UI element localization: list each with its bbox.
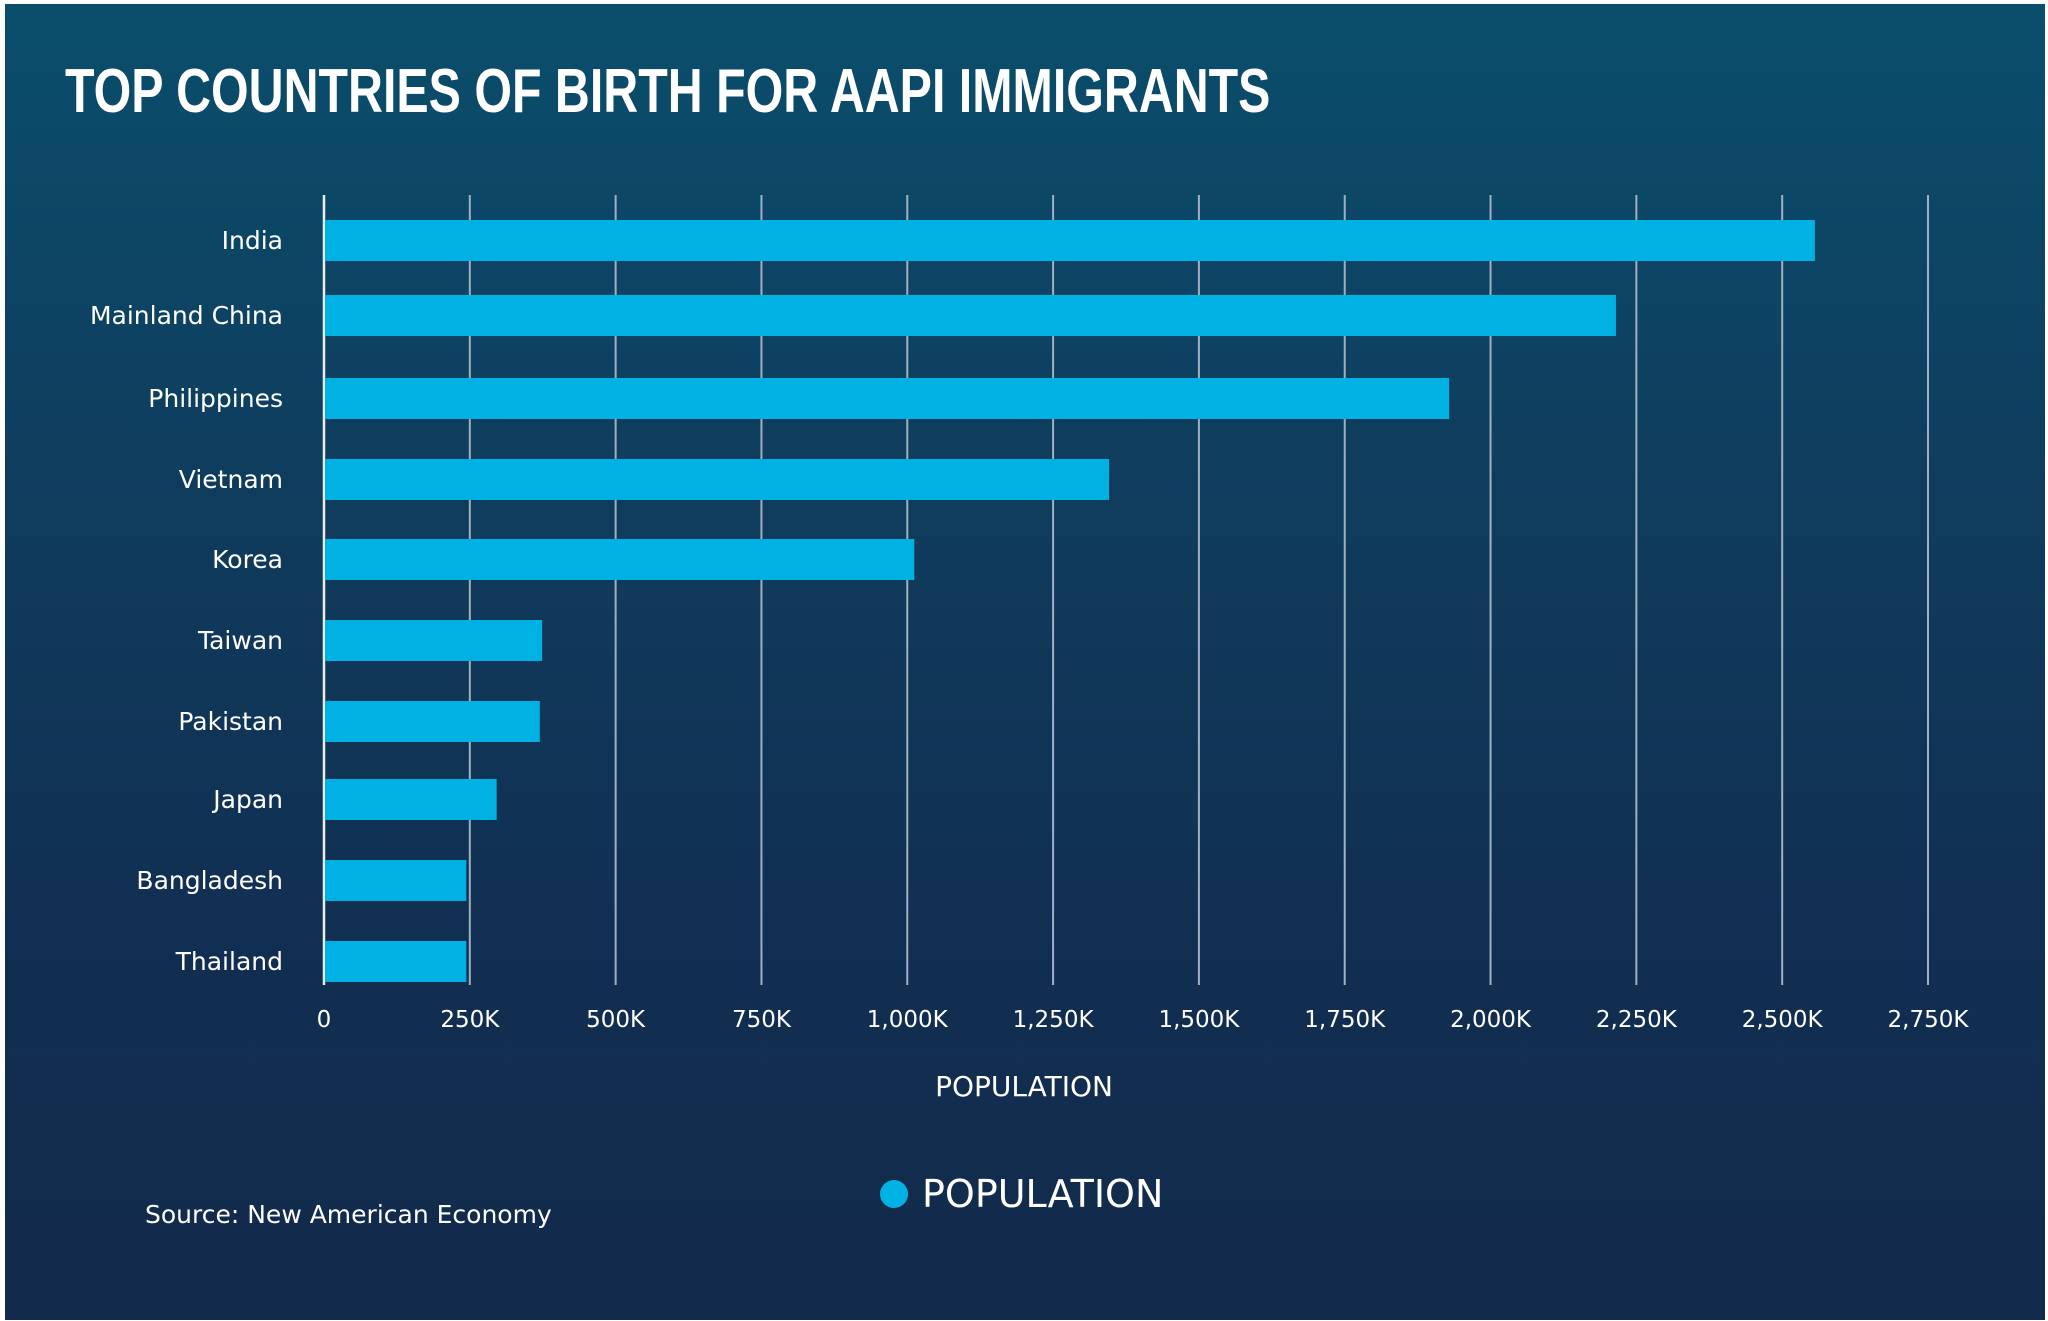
legend: POPULATION [880,1172,1163,1216]
category-label: Vietnam [179,465,283,494]
x-tick-label: 1,500K [1158,1007,1240,1033]
category-label: Taiwan [197,626,283,655]
bar [325,295,1616,336]
legend-label: POPULATION [922,1172,1164,1216]
x-tick-label: 1,250K [1013,1007,1095,1033]
category-label: Philippines [148,384,283,413]
x-tick-label: 0 [317,1007,332,1033]
legend-marker [880,1180,908,1208]
bar [325,941,467,982]
bar [325,378,1450,419]
chart-title: TOP COUNTRIES OF BIRTH FOR AAPI IMMIGRAN… [65,57,1271,126]
bar [325,220,1815,261]
source-note: Source: New American Economy [145,1200,552,1229]
x-tick-label: 2,000K [1450,1007,1532,1033]
x-tick-label: 1,750K [1304,1007,1386,1033]
x-tick-label: 500K [586,1007,646,1033]
category-label: Mainland China [90,301,283,330]
bar [325,620,543,661]
x-tick-label: 2,500K [1742,1007,1824,1033]
category-label: India [222,226,283,255]
x-tick-label: 750K [732,1007,792,1033]
bar [325,459,1110,500]
x-tick-label: 2,250K [1596,1007,1678,1033]
bar [325,860,467,901]
x-tick-label: 1,000K [867,1007,949,1033]
x-tick-label: 250K [440,1007,500,1033]
bar [325,779,497,820]
category-label: Bangladesh [136,866,283,895]
x-tick-label: 2,750K [1888,1007,1970,1033]
category-label: Pakistan [178,707,283,736]
category-label: Korea [212,545,283,574]
bar [325,701,540,742]
category-label: Thailand [175,947,283,976]
category-label: Japan [211,785,283,814]
x-axis-label: POPULATION [935,1070,1113,1103]
bar [325,539,915,580]
